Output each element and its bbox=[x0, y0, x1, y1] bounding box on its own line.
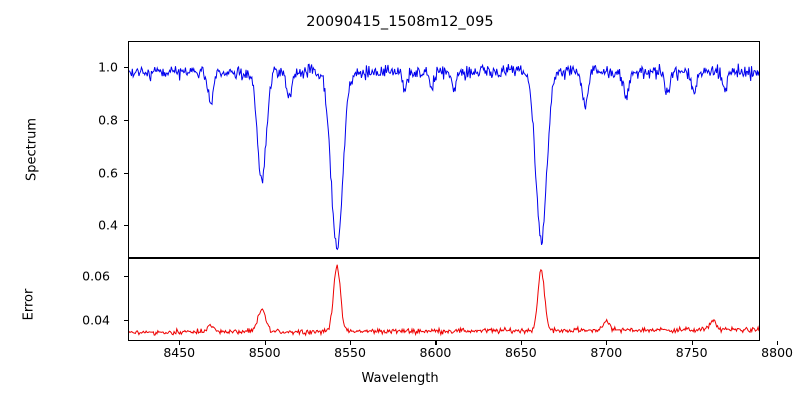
x-tick-label: 8750 bbox=[675, 345, 708, 360]
y-tick-label-spectrum: 0.6 bbox=[98, 165, 118, 181]
x-tick-label: 8800 bbox=[761, 345, 793, 360]
y-tick-mark bbox=[124, 67, 128, 69]
y-axis-label-error: Error bbox=[21, 288, 37, 321]
x-tick-mark bbox=[520, 341, 522, 345]
error-series bbox=[129, 259, 759, 340]
page-title: 20090415_1508m12_095 bbox=[306, 14, 494, 30]
x-tick-mark bbox=[606, 341, 608, 345]
error-plot-panel bbox=[128, 258, 760, 341]
y-tick-label-spectrum: 1.0 bbox=[98, 59, 118, 75]
spectrum-series bbox=[129, 42, 759, 257]
x-tick-mark bbox=[435, 341, 437, 345]
x-tick-mark bbox=[350, 341, 352, 345]
x-tick-mark bbox=[691, 341, 693, 345]
x-tick-mark bbox=[777, 341, 779, 345]
x-tick-mark bbox=[264, 341, 266, 345]
y-tick-mark bbox=[124, 120, 128, 122]
x-tick-mark bbox=[179, 341, 181, 345]
y-tick-mark bbox=[124, 320, 128, 322]
y-tick-mark bbox=[124, 225, 128, 227]
y-tick-mark bbox=[124, 275, 128, 277]
y-tick-label-spectrum: 0.4 bbox=[98, 217, 118, 233]
x-tick-label: 8550 bbox=[334, 345, 366, 360]
x-tick-label: 8700 bbox=[590, 345, 623, 360]
y-axis-label-spectrum: Spectrum bbox=[24, 118, 40, 181]
y-tick-label-spectrum: 0.8 bbox=[98, 112, 118, 128]
x-tick-label: 8600 bbox=[419, 345, 452, 360]
y-tick-label-error: 0.06 bbox=[82, 268, 110, 284]
x-axis-label: Wavelength bbox=[361, 371, 439, 386]
y-tick-mark bbox=[124, 172, 128, 174]
spectrum-plot-panel bbox=[128, 41, 760, 258]
x-tick-label: 8450 bbox=[163, 345, 196, 360]
x-tick-label: 8500 bbox=[248, 345, 281, 360]
y-tick-label-error: 0.04 bbox=[82, 312, 110, 328]
x-tick-label: 8650 bbox=[504, 345, 537, 360]
